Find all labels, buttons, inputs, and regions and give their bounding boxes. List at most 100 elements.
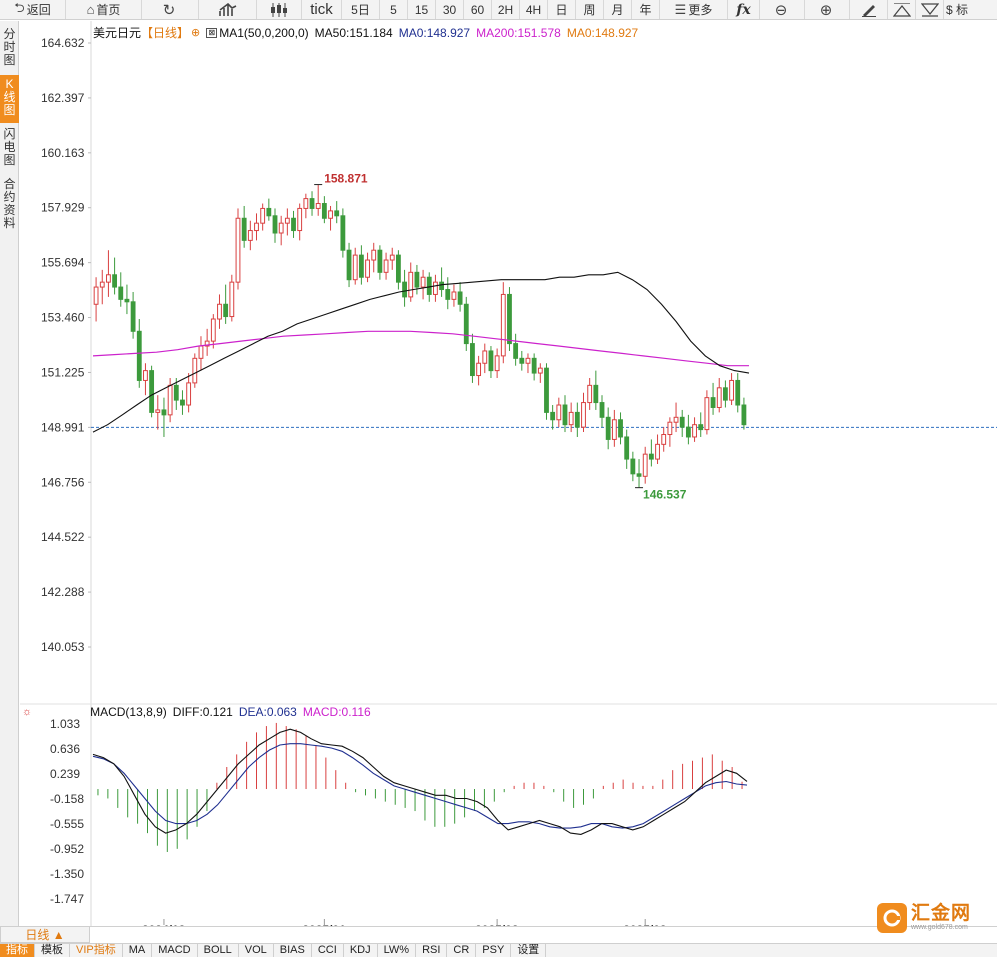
formula-button[interactable]: fx [728, 0, 760, 19]
candlestick-icon [271, 2, 287, 17]
candle-body [297, 207, 303, 232]
zoom-in-icon: ⊕ [819, 1, 833, 19]
period-year-button[interactable]: 年 [632, 0, 660, 19]
candle-body [352, 254, 358, 281]
candle-body [710, 397, 716, 408]
draw-button[interactable] [850, 0, 888, 19]
tick-button[interactable]: tick [302, 0, 342, 19]
candle-body [93, 286, 99, 305]
candle-body [358, 254, 364, 278]
candle-body [519, 357, 525, 364]
macd-tick-label: -1.350 [50, 867, 84, 881]
price-tick-label: 157.929 [41, 201, 85, 215]
sub-settings-icon[interactable]: ☼ [22, 706, 33, 718]
tab-lw[interactable]: LW% [378, 944, 417, 957]
macd-tick-label: 1.033 [50, 717, 80, 731]
candle-body [525, 357, 531, 364]
macd-indicator-name: MACD(13,8,9) [90, 705, 167, 719]
period-week-button[interactable]: 周 [576, 0, 604, 19]
chart-area[interactable]: 164.632 162.397 160.163 157.929 155.694 153.4… [20, 21, 997, 926]
candle-body [161, 409, 167, 416]
candle-body [328, 210, 333, 219]
refresh-button[interactable]: ↻ [142, 0, 199, 19]
candle-body [735, 379, 741, 406]
tab-time-sharing[interactable]: 分时图 [3, 27, 16, 67]
more-button[interactable]: ☰ 更多 [660, 0, 728, 19]
candle-body [463, 303, 469, 345]
period-5day-button[interactable]: 5日 [342, 0, 380, 19]
candle-body [698, 424, 704, 431]
logo-name: 汇金网 [911, 903, 972, 924]
tab-macd[interactable]: MACD [152, 944, 198, 957]
candle-body [568, 411, 574, 426]
tab-settings[interactable]: 设置 [511, 944, 547, 957]
chart-type-button[interactable] [199, 0, 257, 19]
ma-indicator-name: MA1(50,0,200,0) [219, 25, 309, 40]
price-tick-label: 155.694 [41, 256, 85, 270]
tab-flash-chart[interactable]: 闪电图 [3, 127, 16, 167]
period-15min-button[interactable]: 15 [408, 0, 436, 19]
candle-body [587, 384, 593, 404]
candle-body [661, 434, 667, 445]
candle-body [618, 419, 623, 438]
back-button[interactable]: ⮌ 返回 [0, 0, 66, 19]
candle-body [266, 207, 272, 217]
indicator-icon[interactable]: ⊠ [206, 27, 218, 38]
tab-rsi[interactable]: RSI [416, 944, 448, 957]
triangle-up-button[interactable] [888, 0, 916, 19]
period-selector-button[interactable]: 日线 ▲ [0, 926, 90, 943]
candle-body [247, 230, 253, 241]
period-month-button[interactable]: 月 [604, 0, 632, 19]
tab-boll[interactable]: BOLL [198, 944, 239, 957]
home-button[interactable]: ⌂ 首页 [66, 0, 142, 19]
candle-body [642, 453, 648, 477]
price-tick-label: 164.632 [41, 36, 85, 50]
macd-tick-label: -0.158 [50, 792, 84, 806]
time-axis-strip [20, 926, 997, 943]
zoom-in-button[interactable]: ⊕ [805, 0, 850, 19]
period-4h-button[interactable]: 4H [520, 0, 548, 19]
chart-canvas[interactable]: 164.632 162.397 160.163 157.929 155.694 153.4… [20, 21, 997, 926]
period-day-button[interactable]: 日 [548, 0, 576, 19]
candle-body [414, 271, 420, 288]
currency-button[interactable]: $ 标 [945, 3, 968, 17]
candle-body [303, 198, 309, 209]
period-2h-button[interactable]: 2H [492, 0, 520, 19]
tab-cr[interactable]: CR [447, 944, 477, 957]
period-30min-button[interactable]: 30 [436, 0, 464, 19]
tab-vip-indicators[interactable]: VIP指标 [70, 944, 123, 957]
triangle-up-icon [892, 2, 911, 17]
candle-body [692, 424, 697, 438]
candle-body [173, 384, 179, 401]
tab-contract-info[interactable]: 合约资料 [3, 177, 16, 230]
tab-psy[interactable]: PSY [476, 944, 512, 957]
tab-kdj[interactable]: KDJ [344, 944, 378, 957]
zoom-out-button[interactable]: ⊖ [760, 0, 805, 19]
macd-hist-value: MACD:0.116 [302, 705, 371, 719]
candle-body [254, 222, 259, 232]
candle-body [556, 404, 562, 421]
tab-vol[interactable]: VOL [239, 944, 274, 957]
tab-cci[interactable]: CCI [312, 944, 344, 957]
candle-body [118, 286, 124, 300]
tab-bias[interactable]: BIAS [274, 944, 312, 957]
tab-kline[interactable]: K线图 [0, 75, 19, 123]
candle-body [389, 254, 395, 261]
price-tick-label: 146.756 [41, 475, 85, 489]
candle-body [488, 350, 494, 372]
candle-body [599, 402, 605, 418]
candle-body [106, 274, 111, 283]
candlestick-type-button[interactable] [257, 0, 302, 19]
settings-icon[interactable]: ⊕ [191, 27, 201, 39]
price-tick-label: 160.163 [41, 146, 85, 160]
triangle-down-button[interactable] [916, 0, 944, 19]
candle-body [513, 343, 519, 359]
macd-tick-label: -1.747 [50, 892, 84, 906]
price-tick-label: 140.053 [41, 640, 85, 654]
tab-indicators[interactable]: 指标 [0, 944, 35, 957]
price-tick-label: 151.225 [41, 365, 85, 379]
period-5min-button[interactable]: 5 [380, 0, 408, 19]
period-60min-button[interactable]: 60 [464, 0, 492, 19]
tab-templates[interactable]: 模板 [35, 944, 70, 957]
tab-ma[interactable]: MA [123, 944, 153, 957]
